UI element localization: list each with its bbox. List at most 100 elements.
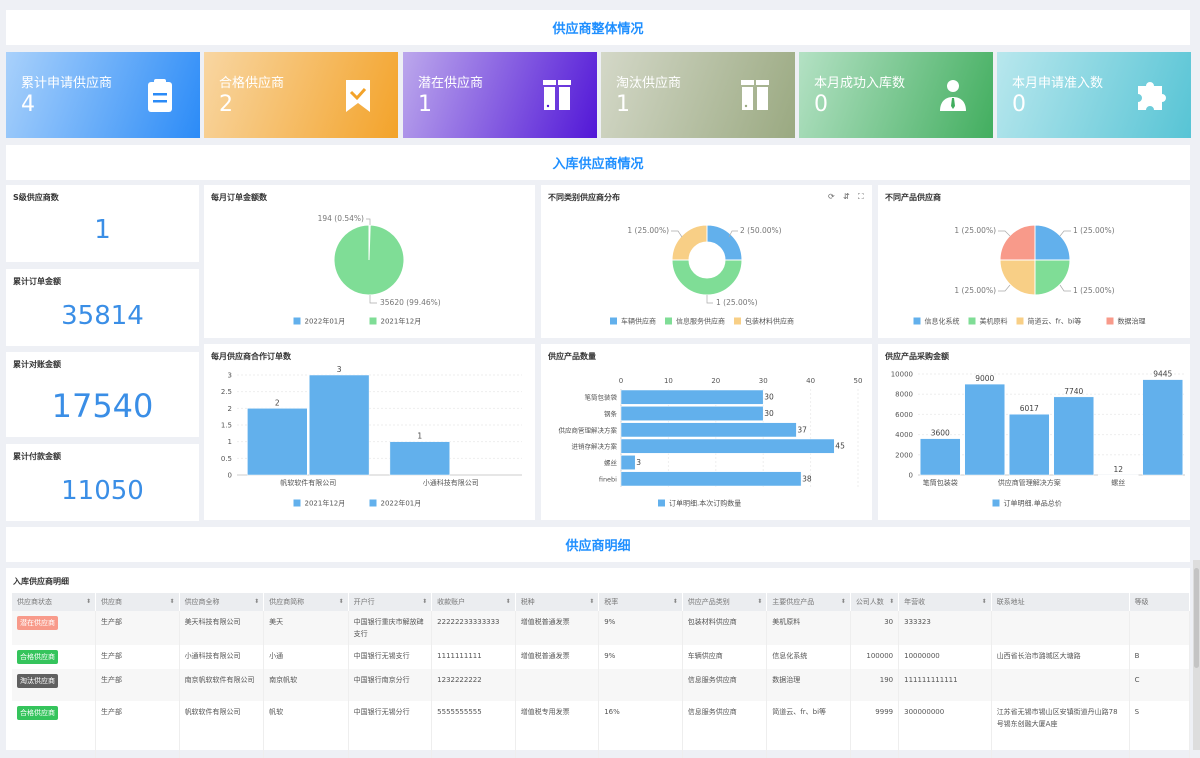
columns-icon [543, 80, 571, 110]
puzzle-icon [1138, 82, 1166, 110]
bookmark-check-icon [346, 80, 370, 112]
stat-card-value: 1 [418, 92, 432, 117]
stat-card[interactable]: 潜在供应商 1 [403, 52, 597, 138]
section-title: 供应商明细 [565, 539, 631, 554]
table-cell [1129, 611, 1191, 645]
pie-slice [999, 259, 1036, 296]
stat-card[interactable]: 淘汰供应商 1 [601, 52, 795, 138]
table-row[interactable]: 合格供应商 生产部 帆软软件有限公司 帆软 中国银行无锡分行 5555555555 增值税专… [12, 701, 1191, 758]
sort-icon[interactable]: ⬍ [254, 598, 260, 605]
sort-icon[interactable]: ⬍ [757, 598, 763, 605]
chart-panel-category-dist: 不同类别供应商分布 1 (25.00%) 2 (50.00%) 1 (25.00%)… [541, 185, 872, 338]
column-header[interactable]: 供应产品类别 ⬍ [682, 593, 768, 611]
column-header[interactable]: 供应商状态 ⬍ [12, 593, 97, 611]
column-header[interactable]: 公司人数 ⬍ [850, 593, 900, 611]
sort-icon[interactable]: ⬍ [589, 598, 595, 605]
y-tick-label: 1 [228, 438, 232, 446]
column-header[interactable]: 等级 [1129, 593, 1191, 611]
table-cell: 帆软软件有限公司 [179, 701, 265, 758]
column-header-label: 公司人数 [855, 598, 884, 606]
pie-slice [1034, 224, 1071, 261]
table-cell: 增值税普通发票 [515, 611, 600, 645]
sort-icon[interactable]: ⬍ [505, 598, 511, 605]
table-cell: 江苏省无锡市锡山区安镇街道丹山路78号锡东创融大厦A座 [991, 701, 1130, 758]
pie-slice [671, 224, 708, 261]
sort-icon[interactable]: ⬍ [338, 598, 344, 605]
clipboard-icon [148, 79, 172, 112]
sort-icon[interactable]: ⬍ [422, 598, 428, 605]
table-cell [991, 611, 1130, 645]
column-header[interactable]: 主要供应产品 ⬍ [766, 593, 851, 611]
column-header-label: 税种 [520, 598, 535, 606]
legend-swatch [610, 317, 617, 325]
table-cell: 中国银行无锡分行 [348, 701, 433, 758]
page-scrollbar[interactable] [1193, 560, 1200, 750]
bar [1008, 413, 1050, 476]
table-row[interactable]: 淘汰供应商 生产部 南京帆软软件有限公司 南京帆软 中国银行南京分行 1232222222… [12, 669, 1191, 701]
y-tick-label: 钢条 [604, 409, 618, 418]
status-badge: 潜在供应商 [17, 616, 58, 630]
chart-panel-product-amount: 供应产品采购金额 0 2000 4000 6000 8000 10000 笔筒包装袋 3600… [878, 344, 1190, 520]
column-header[interactable]: 开户行 ⬍ [348, 593, 433, 611]
table-cell: 30 [850, 611, 900, 645]
y-tick-label: 2000 [895, 451, 913, 459]
stat-card[interactable]: 合格供应商 2 [204, 52, 398, 138]
sort-icon[interactable]: ⬍ [672, 598, 678, 605]
label-line [998, 284, 1011, 292]
y-tick-label: 3 [228, 372, 232, 380]
table-cell: 300000000 [898, 701, 992, 758]
legend-swatch [293, 499, 301, 507]
status-badge: 合格供应商 [17, 650, 58, 664]
legend-swatch [968, 317, 976, 325]
column-header[interactable]: 供应商 ⬍ [95, 593, 180, 611]
label-line [1059, 230, 1071, 237]
column-header[interactable]: 收款账户 ⬍ [431, 593, 516, 611]
status-badge: 淘汰供应商 [17, 674, 58, 688]
table-cell: 9% [598, 645, 683, 669]
table-cell: 5555555555 [431, 701, 516, 758]
sort-icon[interactable]: ⬍ [86, 598, 92, 605]
table-cell: 生产部 [95, 611, 180, 645]
sort-icon[interactable]: ⬍ [981, 598, 987, 605]
column-header[interactable]: 税种 ⬍ [515, 593, 600, 611]
legend-label: 信息化系统 [925, 317, 960, 326]
stat-card[interactable]: 本月成功入库数 0 [799, 52, 993, 138]
scrollbar-thumb[interactable] [1194, 568, 1199, 668]
column-header[interactable]: 年营收 ⬍ [898, 593, 992, 611]
stat-card[interactable]: 累计申请供应商 4 [6, 52, 200, 138]
column-header[interactable]: 供应商全称 ⬍ [179, 593, 265, 611]
table-row[interactable]: 合格供应商 生产部 小通科技有限公司 小通 中国银行无锡支行 1111111111 增值税普… [12, 645, 1191, 669]
sort-icon[interactable]: ⬍ [840, 598, 846, 605]
x-tick-label: 笔筒包装袋 [923, 478, 958, 487]
x-tick-label: 30 [759, 377, 768, 385]
table-cell: 1111111111 [431, 645, 516, 669]
data-label: 30 [764, 409, 774, 418]
fullscreen-icon[interactable]: ⛶ [857, 192, 864, 201]
column-header[interactable]: 联系地址 [991, 593, 1130, 611]
column-header-label: 供应商全称 [184, 598, 220, 606]
column-header-label: 供应产品类别 [687, 598, 730, 606]
y-tick-label: 0 [909, 472, 913, 480]
stat-card-value: 1 [616, 92, 630, 117]
table-cell: 中国银行无锡支行 [348, 645, 433, 669]
x-tick-label: 供应商管理解决方案 [998, 478, 1061, 487]
table-cell: 190 [850, 669, 900, 701]
bar [1053, 396, 1095, 476]
table-cell: 22222233333333 [431, 611, 516, 645]
chart-title: 不同产品供应商 [885, 193, 941, 202]
refresh-icon[interactable]: ⟳ [828, 192, 835, 201]
stat-card-value: 0 [814, 92, 828, 117]
sort-icon[interactable]: ⬍ [889, 598, 895, 605]
sort-icon[interactable]: ⇵ [843, 192, 850, 201]
sort-icon[interactable]: ⬍ [169, 598, 175, 605]
stat-card[interactable]: 本月申请准入数 0 [997, 52, 1191, 138]
table-row[interactable]: 潜在供应商 生产部 美天科技有限公司 美天 中国银行重庆市解放碑支行 2222223333… [12, 611, 1191, 645]
bar [620, 438, 835, 454]
table-cell: 信息化系统 [766, 645, 851, 669]
column-header[interactable]: 税率 ⬍ [598, 593, 683, 611]
bar [1097, 474, 1139, 476]
slice-label: 194 (0.54%) [318, 214, 364, 223]
column-header[interactable]: 供应商简称 ⬍ [263, 593, 349, 611]
status-badge: 合格供应商 [17, 706, 58, 720]
x-tick-label: 10 [664, 377, 673, 385]
